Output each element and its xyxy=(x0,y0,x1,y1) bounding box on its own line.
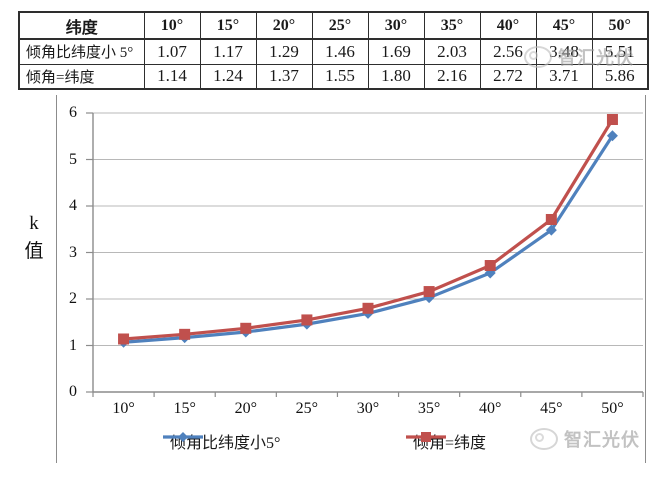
table-cell: 5.51 xyxy=(591,38,649,65)
x-tick-label: 45° xyxy=(540,400,563,417)
k-value-table: 纬度 10° 15° 20° 25° 30° 35° 40° 45° 50° 倾角比纬度小 5° 1… xyxy=(18,11,649,90)
legend-item-series-0: 倾角比纬度小5° xyxy=(163,430,280,452)
table-cell: 1.14 xyxy=(143,63,201,90)
line-chart xyxy=(86,112,644,397)
data-point-square xyxy=(362,302,374,314)
table-cell: 1.24 xyxy=(199,63,257,90)
table-row-label: 倾角=纬度 xyxy=(18,63,145,90)
y-tick-label: 0 xyxy=(69,383,77,400)
data-point-square xyxy=(423,286,435,298)
y-axis-title-line: k xyxy=(29,213,39,234)
data-point-diamond xyxy=(545,224,557,236)
table-cell: 1.17 xyxy=(199,38,257,65)
table-cell: 2.72 xyxy=(479,63,537,90)
x-tick-label: 25° xyxy=(295,400,319,417)
y-axis-title-line: 值 xyxy=(24,241,44,262)
table-col-header: 15° xyxy=(199,11,257,40)
table-cell: 2.16 xyxy=(423,63,481,90)
table-col-header: 35° xyxy=(423,11,481,40)
table-row: 倾角比纬度小 5° 1.07 1.17 1.29 1.46 1.69 2.03 2.56 3.4… xyxy=(18,38,649,65)
x-tick-label: 35° xyxy=(417,400,441,417)
legend-label: 倾角比纬度小5° xyxy=(170,435,281,452)
y-tick-label: 4 xyxy=(69,197,77,214)
table-header-row: 纬度 10° 15° 20° 25° 30° 35° 40° 45° 50° xyxy=(18,11,649,40)
data-point-square xyxy=(606,114,618,126)
x-tick-label: 20° xyxy=(234,400,257,417)
x-tick-label: 10° xyxy=(112,400,135,417)
table-cell: 1.46 xyxy=(311,38,369,65)
data-point-square xyxy=(301,314,313,326)
table-cell: 1.69 xyxy=(367,38,425,65)
legend-label: 倾角=纬度 xyxy=(413,435,487,452)
table-row: 倾角=纬度 1.14 1.24 1.37 1.55 1.80 2.16 2.72 3.71 5.8… xyxy=(18,63,649,90)
table-cell: 1.07 xyxy=(143,38,201,65)
table-cell: 5.86 xyxy=(591,63,649,90)
table-col-header: 50° xyxy=(591,11,649,40)
table-cell: 1.37 xyxy=(255,63,313,90)
table-col-header: 10° xyxy=(143,11,201,40)
table-cell: 3.71 xyxy=(535,63,593,90)
table-cell: 1.80 xyxy=(367,63,425,90)
x-tick-label: 40° xyxy=(479,400,502,417)
data-point-diamond xyxy=(423,292,435,304)
table-cell: 2.56 xyxy=(479,38,537,65)
x-tick-label: 30° xyxy=(356,400,380,417)
data-point-square xyxy=(484,260,496,272)
table-cell: 3.48 xyxy=(535,38,593,65)
legend-item-series-1: 倾角=纬度 xyxy=(406,430,486,452)
table-col-header: 40° xyxy=(479,11,537,40)
data-point-square xyxy=(240,322,252,334)
table-cell: 1.29 xyxy=(255,38,313,65)
data-point-square xyxy=(118,333,130,345)
chart-legend: 倾角比纬度小5° 倾角=纬度 xyxy=(57,430,645,452)
table-col-header: 25° xyxy=(311,11,369,40)
data-point-square xyxy=(179,328,191,340)
x-tick-label: 15° xyxy=(173,400,196,417)
table-corner-header: 纬度 xyxy=(18,11,145,40)
y-tick-label: 5 xyxy=(69,150,77,168)
table-cell: 2.03 xyxy=(423,38,481,65)
table-col-header: 30° xyxy=(367,11,425,40)
y-tick-label: 3 xyxy=(69,243,77,261)
chart-container: 0 1 2 3 4 5 6 10° 15° 20° 25° 30° 35° 40° 45° 50° 倾角比纬… xyxy=(56,95,646,463)
y-tick-label: 6 xyxy=(69,104,77,121)
y-tick-label: 1 xyxy=(69,336,77,354)
table-row-label: 倾角比纬度小 5° xyxy=(18,38,145,65)
data-point-square xyxy=(545,213,557,225)
x-tick-label: 50° xyxy=(601,400,624,417)
y-tick-label: 2 xyxy=(69,290,77,307)
table-col-header: 45° xyxy=(535,11,593,40)
table-cell: 1.55 xyxy=(311,63,369,90)
table-col-header: 20° xyxy=(255,11,313,40)
data-point-diamond xyxy=(606,130,618,142)
